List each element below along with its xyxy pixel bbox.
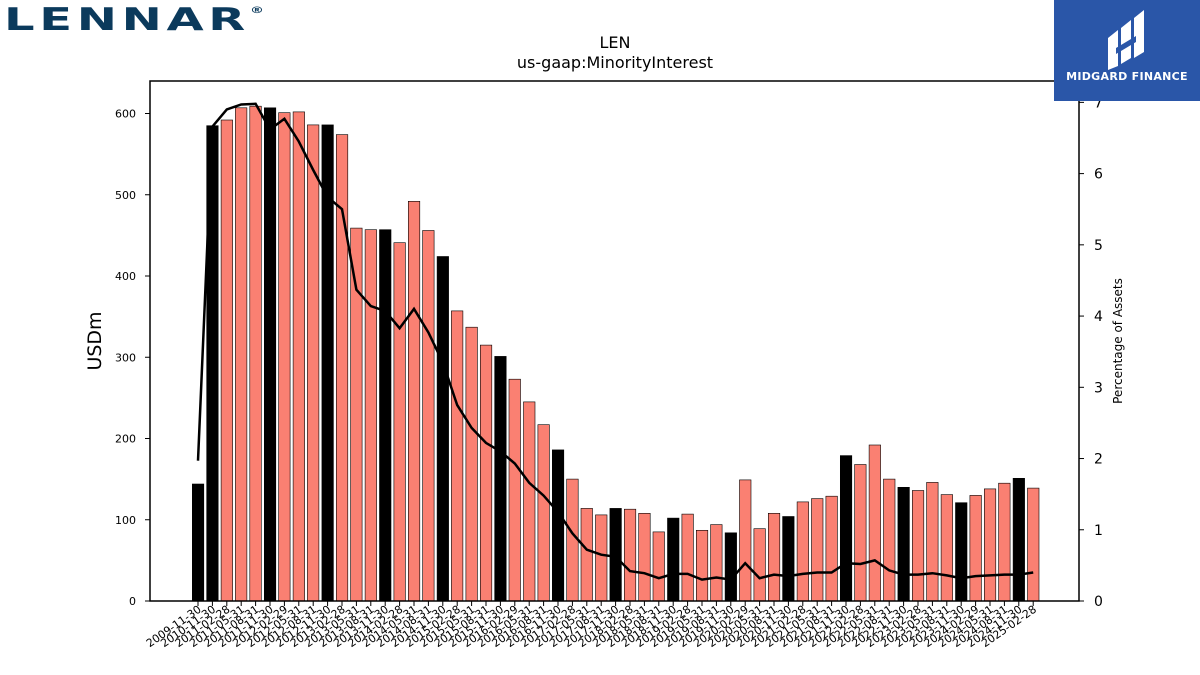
bar [753,528,766,602]
bar-series [192,105,1040,602]
bar [379,229,392,602]
registered-mark: ® [250,6,269,16]
y2-tick-label: 3 [1094,380,1103,396]
bar [652,531,665,602]
y2-tick-label: 0 [1094,594,1103,610]
bar [436,256,449,602]
bar [638,512,651,602]
lennar-wordmark: LENNAR [4,2,250,38]
bar [595,514,608,602]
bar [739,479,752,602]
y-tick-label: 200 [115,433,136,446]
bar [422,230,435,602]
bar [278,112,291,602]
bar [623,508,637,602]
bar [192,483,205,602]
bar [825,495,838,602]
y2-tick-label: 1 [1094,523,1103,539]
lennar-logo: LENNAR ® [4,2,264,38]
midgard-mark-icon [1108,10,1144,70]
bar [710,524,723,602]
bar [551,449,565,602]
publisher-name: MIDGARD FINANCE [1066,70,1188,83]
y-axis-label: USDm [84,311,106,370]
bar [220,119,233,602]
bar [724,532,737,602]
midgard-finance-logo: MIDGARD FINANCE [1054,0,1200,101]
bar [969,495,982,602]
bar [667,517,680,602]
bar [897,486,910,602]
y2-tick-label: 5 [1094,238,1103,254]
y-tick-label: 400 [115,270,136,283]
bar [839,455,853,602]
bar [494,356,507,602]
bar [998,482,1011,602]
bar [796,501,809,602]
bar [1012,477,1025,602]
y-tick-label: 0 [129,595,136,608]
y2-tick-label: 6 [1094,167,1103,183]
axes: 0100200300400500600012345672009-11-30201… [115,95,1103,650]
bar [868,444,881,602]
y2-tick-label: 2 [1094,452,1103,468]
bar [955,502,968,602]
bar [926,482,939,602]
chart-title: LEN [600,33,631,52]
bar [479,344,493,602]
plot-frame [149,80,1080,602]
bar [292,111,305,602]
bar [767,512,781,602]
bar [508,378,521,602]
bar [580,508,593,602]
bar [695,529,709,602]
bar [1027,487,1040,602]
y-tick-label: 100 [115,514,136,527]
bar [566,478,579,602]
y2-tick-label: 4 [1094,309,1103,325]
y-tick-label: 300 [115,351,136,364]
bar [681,513,694,602]
bar [307,124,320,602]
bar [465,326,478,602]
bar [854,464,867,602]
percentage-line [196,102,1034,581]
bar [364,229,377,602]
bar [983,488,997,602]
bar [249,105,262,602]
bar [782,516,795,602]
bar [883,478,896,602]
bar [609,508,622,602]
bar [393,242,406,602]
y2-axis-label: Percentage of Assets [1111,278,1125,404]
bar [235,107,248,602]
bar [811,498,824,602]
bar [940,494,953,602]
bar [523,401,536,602]
y2-tick-label: 7 [1094,95,1103,111]
bar [407,201,421,602]
bar [451,310,464,602]
chart-subtitle: us-gaap:MinorityInterest [517,53,713,72]
bar [263,107,277,602]
bar [911,490,925,602]
bar [537,424,550,602]
y-tick-label: 500 [115,189,136,202]
y-tick-label: 600 [115,108,136,121]
